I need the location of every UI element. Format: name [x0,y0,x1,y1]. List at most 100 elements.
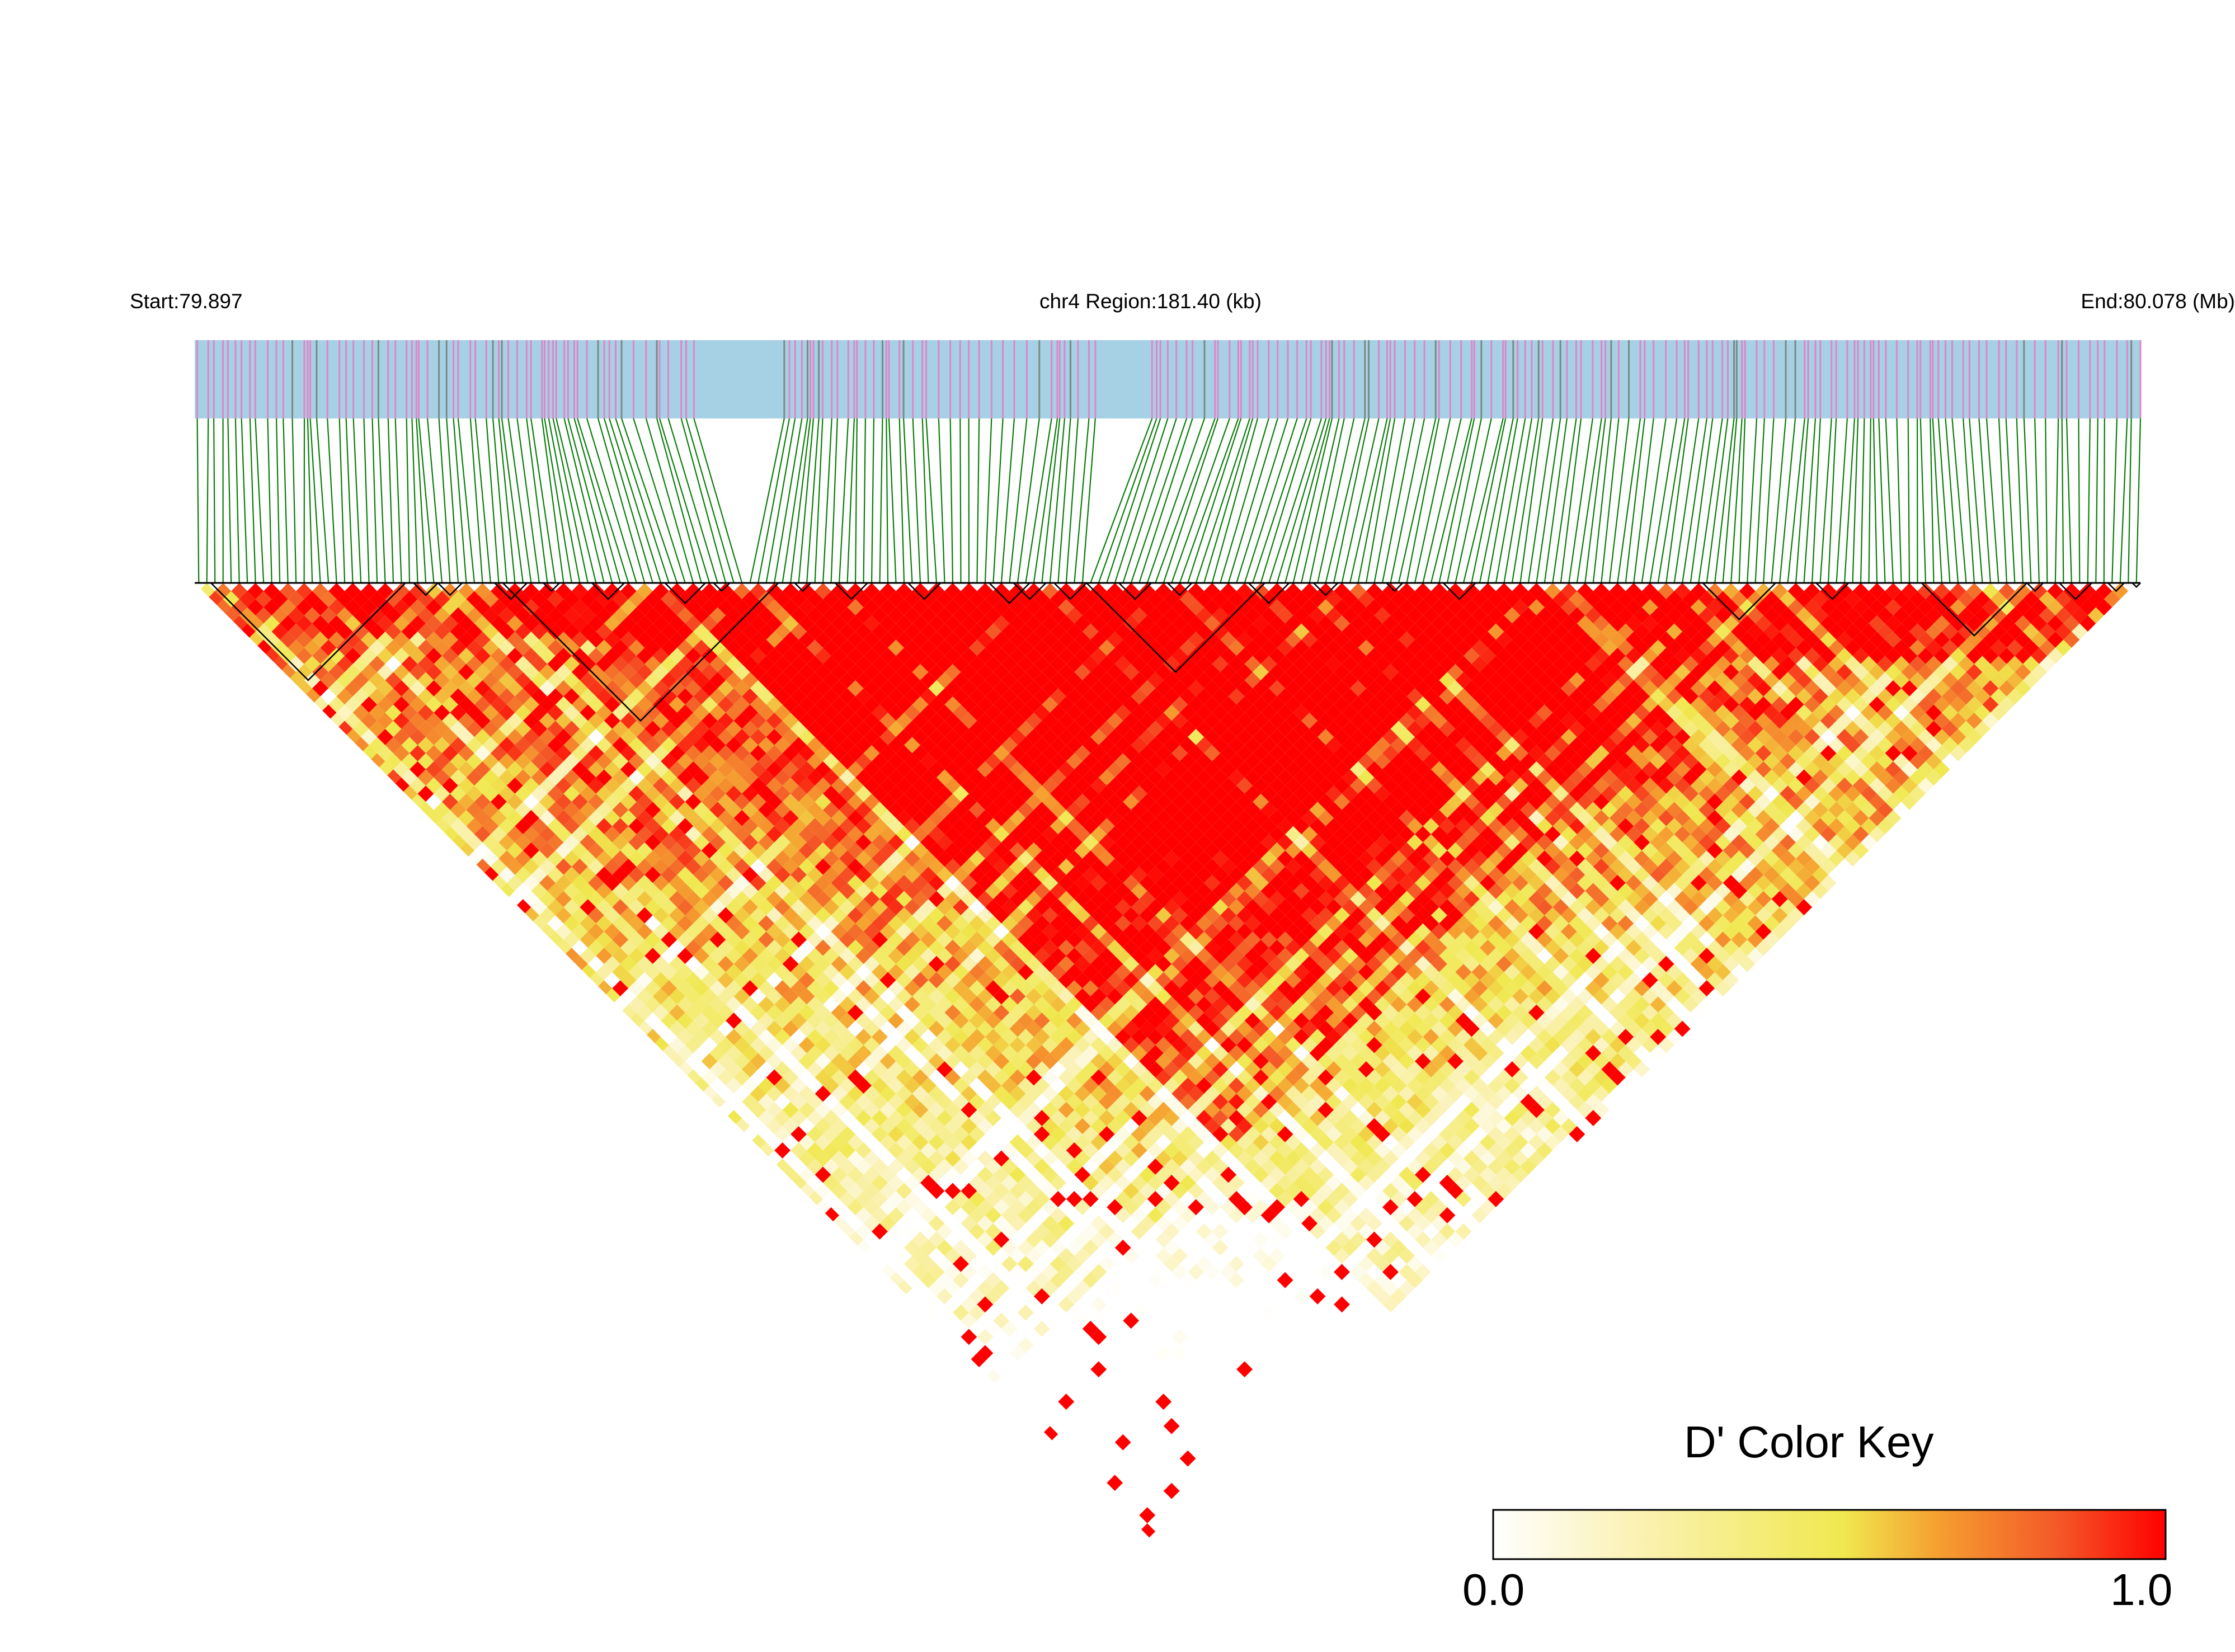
ld-cell [985,1336,1001,1353]
ld-cell [620,923,637,940]
ld-cell [271,623,288,640]
ld-cell [928,1231,945,1248]
snp-connector [1090,418,1153,583]
ld-cell [271,639,288,656]
snp-connector [790,418,811,583]
ld-cell [539,874,556,891]
snp-connector [1978,418,1992,583]
ld-cell [401,688,418,705]
ld-cell [417,721,434,737]
ld-cell [523,761,539,778]
snp-connector [1325,418,1366,583]
ld-cell [506,842,523,859]
snp-connector [249,418,256,583]
ld-cell [620,972,637,989]
ld-cell [555,874,572,891]
ld-cell [717,1037,734,1053]
snp-connector [1779,418,1796,583]
ld-cell [280,583,297,599]
ld-cell [247,631,264,648]
ld-cell [807,1142,824,1159]
ld-cell [563,802,580,818]
ld-cell [506,858,523,875]
ld-cell [985,1353,1001,1369]
ld-cell [742,1029,759,1046]
ld-cell [312,631,329,648]
snp-connector [1843,418,1856,583]
snp-connector [633,418,686,583]
ld-cell [466,785,483,802]
snp-connector [255,418,265,583]
ld-cell [596,834,613,851]
snp-connector [645,418,694,583]
ld-cell [985,1239,1001,1256]
ld-cell [345,647,361,664]
ld-cell [717,1069,734,1086]
ld-cell [839,1142,856,1159]
ld-cell [1107,1394,1123,1410]
ld-cell [685,988,702,1005]
ld-cell [361,696,378,713]
snp-connector [1430,418,1472,583]
ld-cell [417,672,434,689]
ld-cell [312,615,329,632]
snp-connector [2119,418,2128,583]
ld-cell [961,1264,977,1281]
snp-connector [1754,418,1765,583]
ld-triangle [195,582,2141,1556]
snp-connector [1690,418,1714,583]
snp-connector [552,418,589,583]
ld-cell [296,631,313,648]
ld-cell [807,1045,824,1062]
ld-cell [369,721,385,737]
snp-connector [1819,418,1832,583]
ld-cell [863,1118,880,1135]
snp-connector [1714,418,1735,583]
ld-cell [1082,1353,1099,1369]
ld-cell [896,1150,912,1167]
ld-cell [555,826,572,843]
ld-cell [328,599,345,615]
ld-cell [928,1296,945,1313]
ld-cell [839,1158,856,1175]
ld-cell [231,599,248,615]
snp-connector [469,418,483,583]
snp-connector [1998,418,2007,583]
snp-connector [492,418,508,583]
ld-cell [345,663,361,680]
snp-connector-lines [196,418,2142,583]
ld-cell [523,777,539,794]
ld-cell [369,623,385,640]
ld-cell [863,1215,880,1232]
snp-connector [1907,418,1911,583]
ld-cell [482,818,499,835]
ld-cell [345,712,361,729]
snp-track [195,340,2142,418]
ld-cell [361,647,378,664]
snp-connector [1017,418,1040,583]
ld-cell [839,1077,856,1094]
snp-connector [1155,418,1216,583]
snp-connector [457,418,476,583]
ld-cell [928,1166,945,1183]
snp-connector [902,418,913,583]
snp-connector [1268,418,1322,583]
ld-cell [434,785,450,802]
ld-cell [523,858,539,875]
ld-cell [596,948,613,964]
snp-connector [1244,418,1298,583]
ld-cell [482,785,499,802]
snp-connector [1398,418,1437,583]
ld-cell [401,721,418,737]
snp-connector [1000,418,1015,583]
ld-cell [1131,1466,1147,1483]
ld-cell [596,915,613,932]
ld-cell [312,680,329,696]
ld-cell [1188,1475,1204,1491]
snp-connector [474,418,492,583]
snp-connector [1211,418,1258,583]
ld-cell [523,842,539,859]
snp-connector [486,418,500,583]
ld-cell [482,737,499,754]
snp-connector [394,418,402,583]
